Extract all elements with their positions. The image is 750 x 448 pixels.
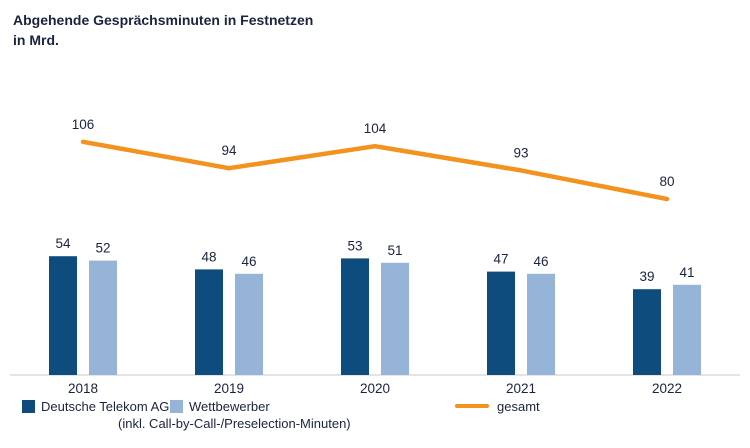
x-tick-label-2018: 2018 — [68, 381, 98, 395]
total-value-label: 104 — [364, 121, 387, 136]
legend-item-telekom: Deutsche Telekom AG — [22, 399, 169, 414]
bar-telekom-2018 — [49, 256, 77, 375]
bar-value-label: 53 — [347, 238, 362, 253]
bar-telekom-2020 — [341, 258, 369, 375]
bar-telekom-2021 — [487, 271, 515, 375]
bar-value-label: 48 — [201, 249, 216, 264]
bar-competitor-2021 — [527, 273, 555, 375]
bar-competitor-2019 — [235, 273, 263, 375]
legend-item-competitor: Wettbewerber — [170, 399, 270, 414]
total-value-label: 80 — [659, 174, 674, 189]
total-value-label: 93 — [513, 145, 528, 160]
total-line — [80, 139, 670, 202]
legend-competitor-note: (inkl. Call-by-Call-/Preselection-Minute… — [118, 416, 351, 431]
bar-value-label: 54 — [55, 236, 71, 251]
telekom-swatch-icon — [22, 400, 35, 413]
legend-label-telekom: Deutsche Telekom AG — [41, 399, 170, 414]
bar-telekom-2022 — [633, 289, 661, 375]
legend-label-competitor: Wettbewerber — [189, 399, 270, 414]
chart-plot-area: 54 48 53 47 39 52 46 51 46 41 106 94 104 93 80 2018 2019… — [10, 117, 740, 395]
competitor-swatch-icon — [170, 400, 183, 413]
chart-title: Abgehende Gesprächsminuten in Festnetzen… — [13, 10, 313, 50]
legend-label-total: gesamt — [497, 399, 540, 414]
x-tick-label-2022: 2022 — [652, 381, 682, 395]
x-tick-label-2020: 2020 — [360, 381, 390, 395]
bar-value-label: 46 — [533, 254, 548, 269]
x-tick-label-2019: 2019 — [214, 381, 244, 395]
bar-value-label: 39 — [639, 269, 654, 284]
bar-competitor-2020 — [381, 262, 409, 375]
bar-telekom-2019 — [195, 269, 223, 375]
x-tick-label-2021: 2021 — [506, 381, 536, 395]
total-value-label: 94 — [221, 143, 237, 158]
bar-value-label: 46 — [241, 254, 256, 269]
bar-value-label: 41 — [679, 265, 694, 280]
chart-title-line1: Abgehende Gesprächsminuten in Festnetzen — [13, 12, 314, 28]
bar-competitor-2018 — [89, 260, 117, 375]
bar-value-label: 52 — [95, 241, 110, 256]
bar-value-label: 51 — [387, 243, 402, 258]
total-value-label: 106 — [72, 117, 95, 132]
chart-title-line2: in Mrd. — [13, 32, 59, 48]
bar-competitor-2022 — [673, 284, 701, 375]
bar-value-label: 47 — [493, 252, 508, 267]
total-line-swatch-icon — [455, 404, 489, 408]
